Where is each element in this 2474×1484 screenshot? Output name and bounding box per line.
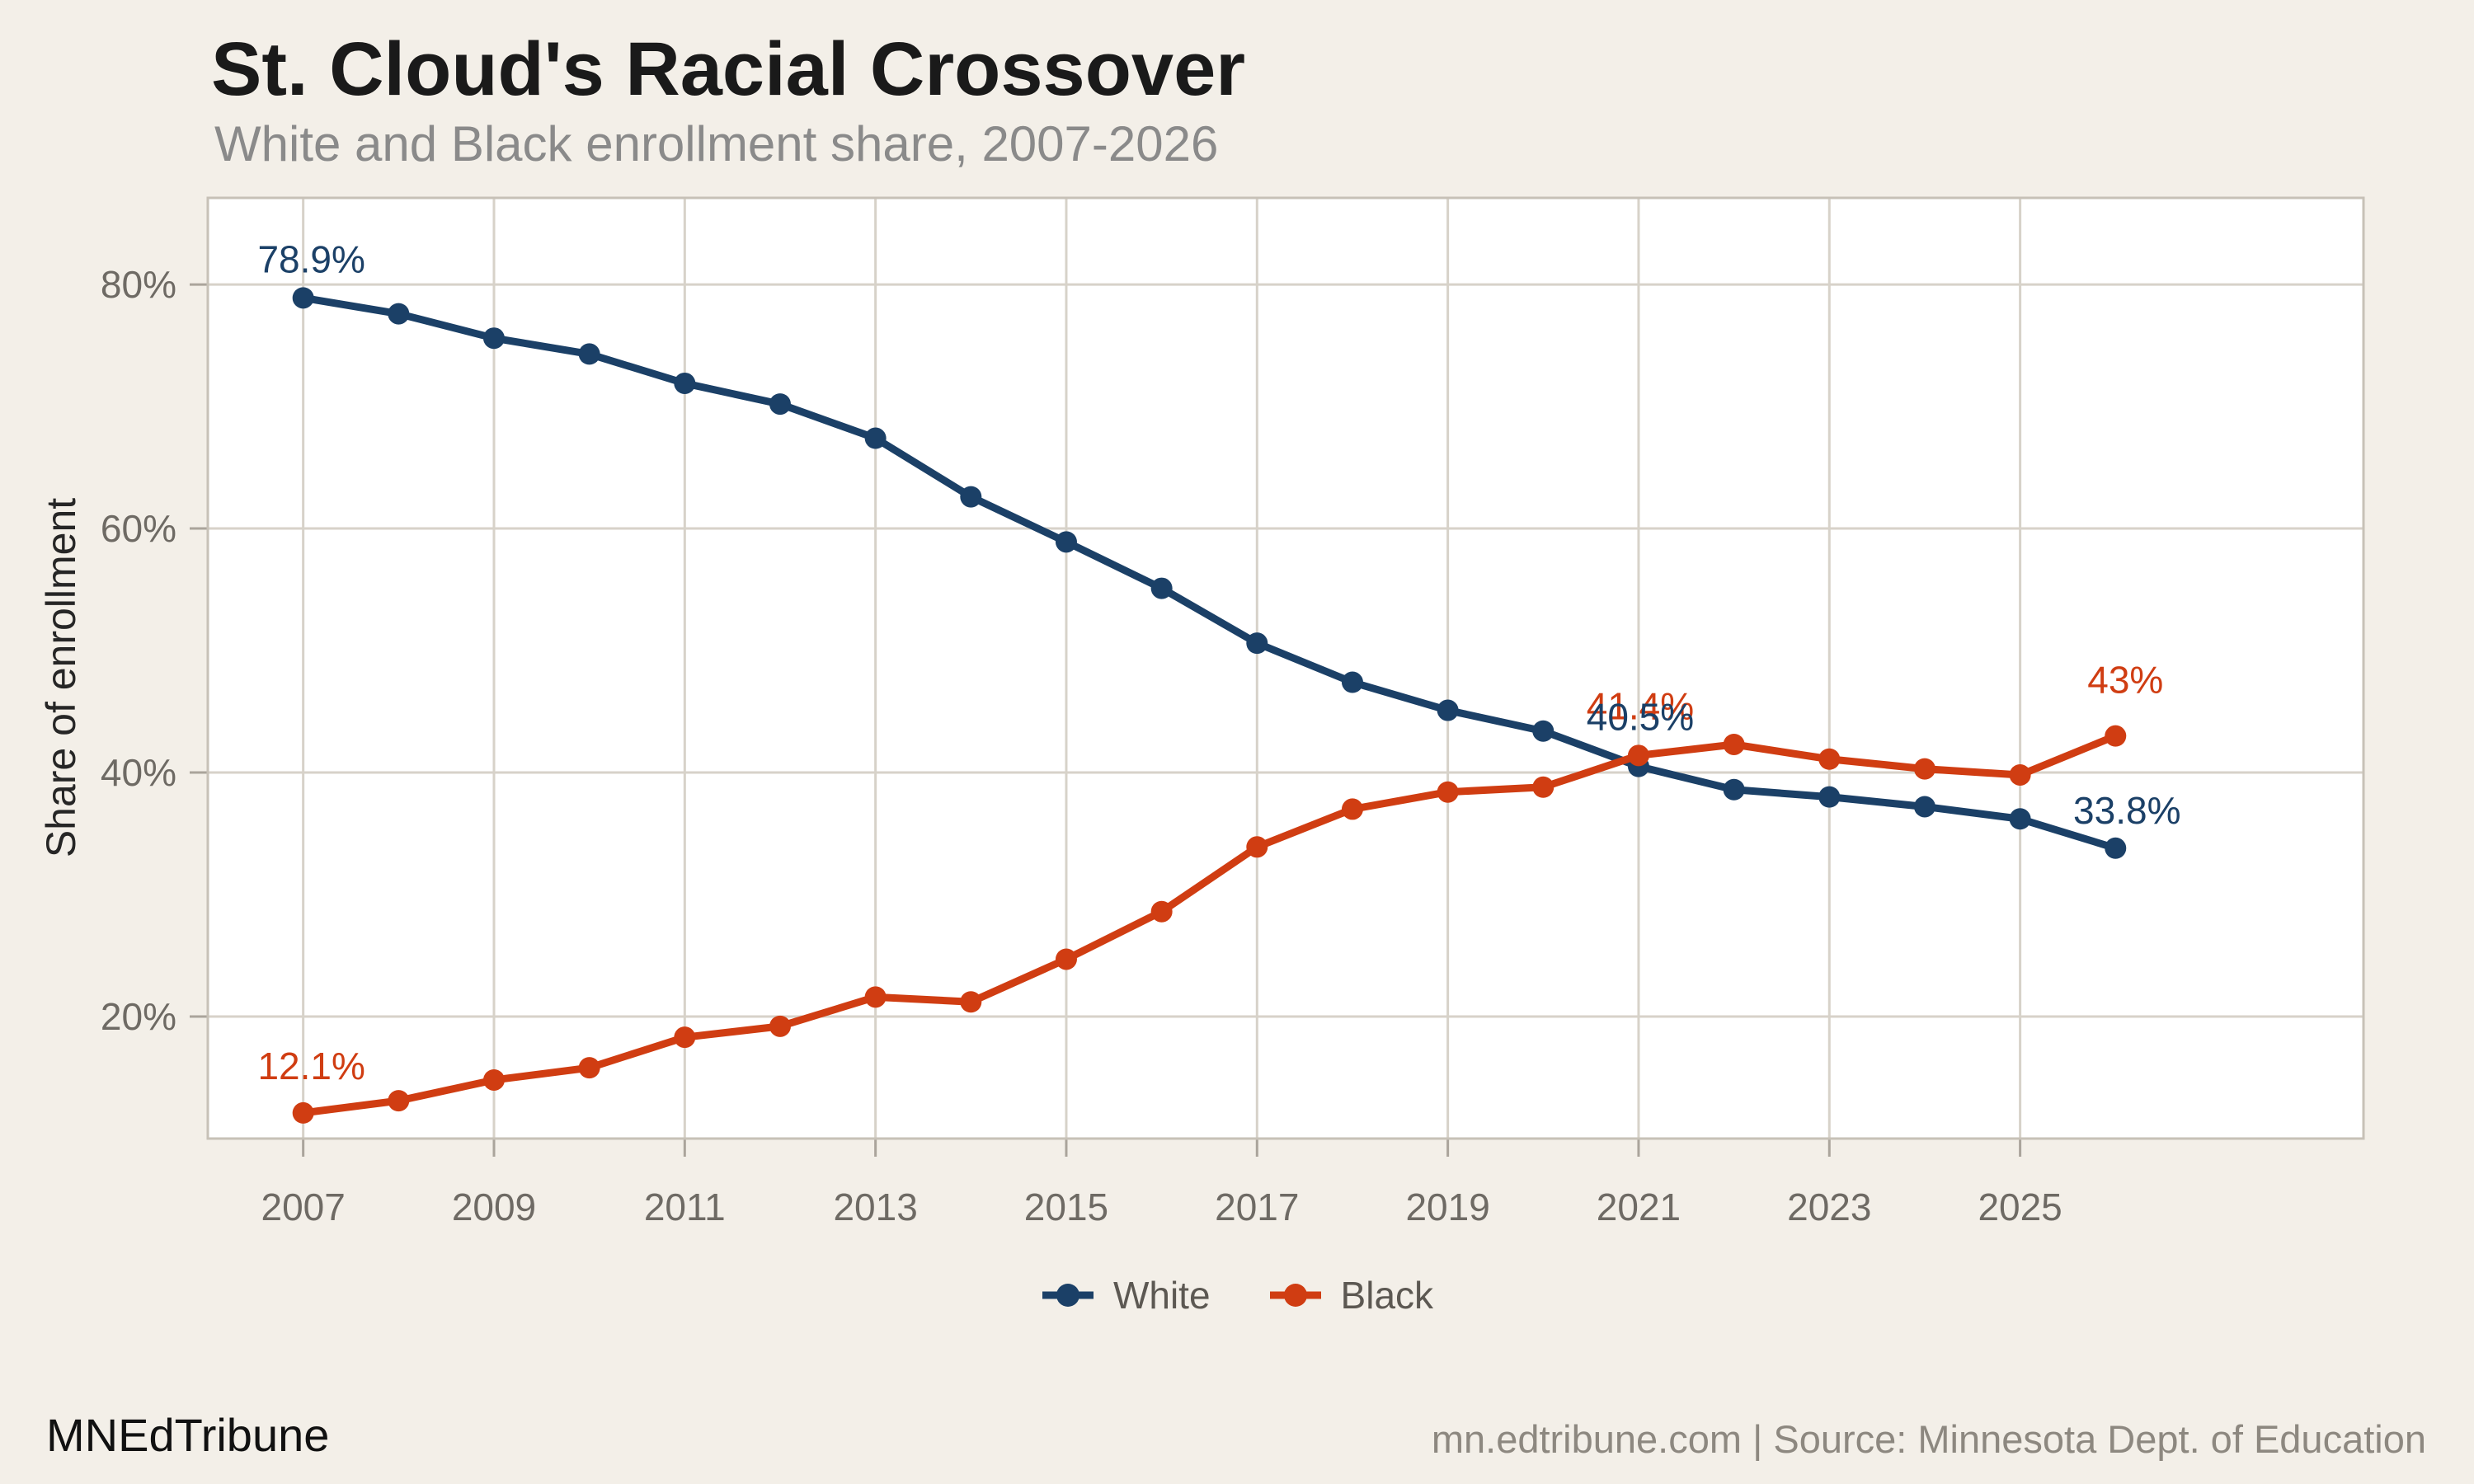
svg-text:2023: 2023 xyxy=(1787,1186,1871,1228)
svg-text:2017: 2017 xyxy=(1215,1186,1299,1228)
svg-text:2011: 2011 xyxy=(644,1186,726,1228)
svg-text:78.9%: 78.9% xyxy=(257,237,365,280)
svg-text:2021: 2021 xyxy=(1597,1186,1681,1228)
svg-text:2019: 2019 xyxy=(1405,1186,1489,1228)
svg-text:40.5%: 40.5% xyxy=(1587,696,1694,739)
svg-text:12.1%: 12.1% xyxy=(257,1045,365,1087)
black-series-key-icon xyxy=(1268,1281,1323,1309)
white-series-key-icon xyxy=(1041,1281,1095,1309)
svg-text:33.8%: 33.8% xyxy=(2073,789,2180,832)
svg-text:20%: 20% xyxy=(101,995,176,1038)
legend-item-white: White xyxy=(1041,1273,1211,1317)
legend-item-black: Black xyxy=(1268,1273,1433,1317)
svg-text:41.4%: 41.4% xyxy=(1587,684,1694,727)
legend-label-white: White xyxy=(1112,1274,1211,1317)
svg-text:80%: 80% xyxy=(101,263,176,306)
legend: White Black xyxy=(0,1273,2474,1317)
svg-text:2007: 2007 xyxy=(261,1186,345,1228)
svg-text:60%: 60% xyxy=(101,507,176,550)
legend-label-black: Black xyxy=(1340,1274,1434,1317)
svg-text:43%: 43% xyxy=(2087,659,2163,702)
page-title: St. Cloud's Racial Crossover xyxy=(211,27,1246,111)
footer-source: mn.edtribune.com | Source: Minnesota Dep… xyxy=(1431,1417,2426,1461)
svg-text:2025: 2025 xyxy=(1978,1186,2062,1228)
page-subtitle: White and Black enrollment share, 2007-2… xyxy=(214,116,1219,171)
svg-text:2013: 2013 xyxy=(833,1186,917,1228)
footer-brand: MNEdTribune xyxy=(46,1409,330,1461)
svg-text:2015: 2015 xyxy=(1024,1186,1108,1228)
svg-text:2009: 2009 xyxy=(452,1186,536,1228)
svg-text:40%: 40% xyxy=(101,751,176,794)
